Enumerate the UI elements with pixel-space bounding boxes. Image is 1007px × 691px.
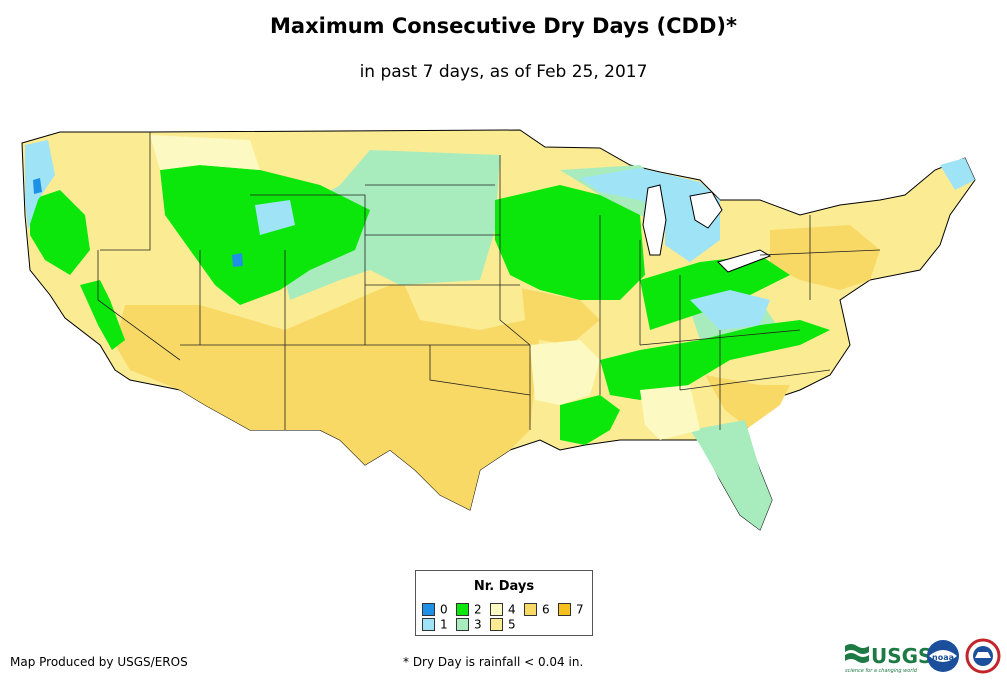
us-cdd-map bbox=[21, 129, 976, 531]
agency-logos: USGS science for a changing world noaa bbox=[845, 638, 1001, 674]
legend-item-6: 6 bbox=[524, 603, 550, 616]
legend-item-5: 5 bbox=[490, 618, 516, 631]
zone-3-florida bbox=[690, 420, 772, 530]
zone-2-gulf bbox=[560, 395, 620, 445]
zone-0-washington bbox=[33, 178, 42, 194]
zone-1-michigan bbox=[580, 168, 720, 262]
legend-swatch-7 bbox=[558, 603, 571, 616]
nws-logo bbox=[965, 638, 1001, 674]
noaa-logo: noaa bbox=[927, 640, 959, 672]
map-title: Maximum Consecutive Dry Days (CDD)* bbox=[270, 14, 737, 38]
legend-item-7: 7 bbox=[558, 603, 584, 616]
map-credit: Map Produced by USGS/EROS bbox=[10, 655, 188, 669]
map-subtitle: in past 7 days, as of Feb 25, 2017 bbox=[359, 62, 648, 82]
zone-4-louisiana bbox=[530, 340, 600, 405]
zone-4-alabama bbox=[640, 385, 700, 440]
lake-huron bbox=[689, 191, 723, 229]
dry-day-footnote: * Dry Day is rainfall < 0.04 in. bbox=[403, 655, 584, 669]
legend-item-0: 0 bbox=[422, 603, 448, 616]
noaa-wordmark: noaa bbox=[932, 653, 954, 662]
usgs-wordmark: USGS bbox=[871, 644, 932, 668]
lake-erie bbox=[717, 249, 772, 273]
legend-swatch-5 bbox=[490, 618, 503, 631]
legend-item-3: 3 bbox=[456, 618, 482, 631]
zone-6-southeast bbox=[705, 375, 790, 428]
zone-3-nplains bbox=[280, 150, 500, 300]
zone-6-midwest bbox=[520, 288, 600, 345]
legend-item-2: 2 bbox=[456, 603, 482, 616]
legend-item-1: 1 bbox=[422, 618, 448, 631]
legend-swatch-0 bbox=[422, 603, 435, 616]
zone-2-pacnw bbox=[30, 190, 90, 275]
legend-item-4: 4 bbox=[490, 603, 516, 616]
zone-6-southwest bbox=[115, 285, 540, 510]
legend: Nr. Days 0 1 2 3 4 5 6 7 bbox=[415, 570, 593, 636]
zone-0-utah bbox=[232, 253, 243, 267]
zone-2-rockies bbox=[160, 165, 370, 305]
legend-swatch-4 bbox=[490, 603, 503, 616]
legend-swatch-6 bbox=[524, 603, 537, 616]
legend-swatch-1 bbox=[422, 618, 435, 631]
zone-1-idaho bbox=[255, 200, 295, 235]
zone-2-ohio-valley bbox=[640, 255, 790, 330]
legend-title: Nr. Days bbox=[473, 579, 535, 594]
zone-1-newengland bbox=[940, 158, 975, 190]
zone-2-sierra bbox=[80, 280, 125, 350]
lake-michigan bbox=[642, 184, 667, 256]
legend-swatch-3 bbox=[456, 618, 469, 631]
zone-6-northeast bbox=[770, 225, 880, 290]
usgs-tagline: science for a changing world bbox=[845, 668, 918, 674]
legend-swatch-2 bbox=[456, 603, 469, 616]
zone-2-tennessee bbox=[600, 320, 830, 400]
zone-1-kentucky bbox=[690, 290, 770, 330]
usgs-logo: USGS science for a changing world bbox=[845, 644, 932, 674]
zone-2-midwest bbox=[495, 185, 645, 300]
zone-4-montana bbox=[150, 135, 260, 170]
state-boundaries bbox=[97, 132, 881, 430]
